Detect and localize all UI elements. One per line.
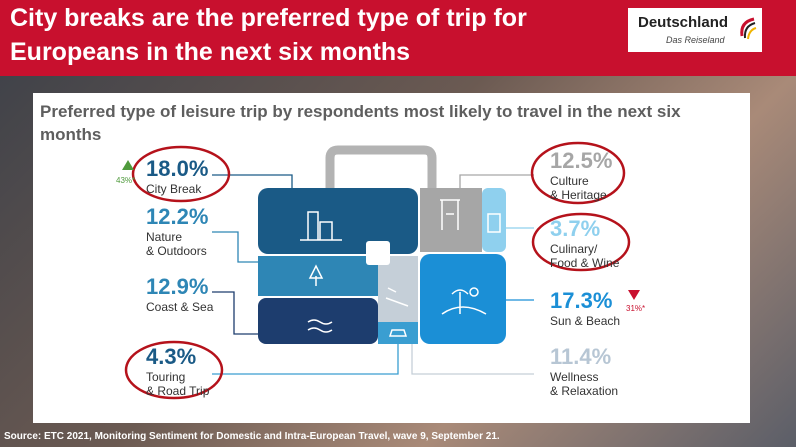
palm-island-icon [441, 289, 487, 315]
stat-culture: 12.5% Culture & Heritage [550, 148, 613, 203]
stat-value: 12.9% [146, 274, 209, 299]
tree-icon [308, 264, 324, 286]
segment-sun-beach [420, 254, 506, 344]
stat-wellness: 11.4% Wellness & Relaxation [550, 344, 619, 399]
stat-label: Wellness & Relaxation [550, 370, 619, 398]
header-bar: City breaks are the preferred type of tr… [0, 0, 796, 76]
slide-title-line-1: City breaks are the preferred type of tr… [10, 4, 527, 32]
suitcase-body [258, 188, 506, 344]
stat-value: 12.2% [146, 204, 209, 229]
connector-culture [459, 174, 534, 188]
stat-value: 3.7% [550, 216, 601, 241]
suitcase-lock [366, 241, 390, 265]
stat-label: Coast & Sea [146, 300, 214, 314]
connector-nature [212, 231, 258, 263]
lounger-icon [385, 287, 409, 307]
stat-coast-sea: 12.9% Coast & Sea [146, 274, 214, 315]
change-city-break: 43%* [116, 176, 136, 185]
segment-touring [378, 322, 418, 344]
chart-title: Preferred type of leisure trip by respon… [40, 102, 681, 144]
logo-subtitle: Das Reiseland [666, 35, 725, 45]
stat-value: 12.5% [550, 148, 613, 173]
stat-value: 18.0% [146, 156, 209, 181]
arch-monument-icon [440, 199, 460, 230]
wine-glass-icon [487, 213, 501, 233]
waves-icon [307, 319, 333, 333]
stat-sun-beach: 17.3% Sun & Beach [550, 288, 621, 329]
suitcase-handle [325, 145, 437, 190]
stat-label: Sun & Beach [550, 314, 621, 328]
highlight-ring-city-break [131, 145, 231, 203]
stat-city-break: 18.0% City Break [146, 156, 209, 197]
segment-culture [420, 188, 482, 252]
segment-city-break [258, 188, 418, 254]
stat-value: 11.4% [550, 344, 612, 369]
stat-value: 17.3% [550, 288, 613, 313]
logo-swirl-icon [740, 17, 757, 40]
connector-city-break [212, 174, 293, 188]
sun-icon [469, 287, 479, 297]
connector-wellness [411, 344, 534, 375]
segment-culinary [482, 188, 506, 252]
connector-touring [212, 344, 399, 375]
highlight-ring-touring [124, 340, 224, 400]
down-arrow-icon [628, 290, 640, 300]
stat-culinary: 3.7% Culinary/ Food & Wine [550, 216, 620, 271]
stat-value: 4.3% [146, 344, 197, 369]
stat-label: Nature & Outdoors [146, 230, 207, 258]
slide-title-line-2: Europeans in the next six months [10, 38, 411, 66]
change-sun-beach: 31%* [626, 304, 646, 313]
stat-label: Culture & Heritage [550, 174, 607, 202]
stat-touring: 4.3% Touring & Road Trip [146, 344, 210, 399]
highlight-ring-culinary [531, 212, 631, 272]
source-note: Source: ETC 2021, Monitoring Sentiment f… [4, 431, 500, 442]
connector-coast-sea [212, 291, 258, 335]
stat-label: City Break [146, 182, 202, 196]
city-buildings-icon [300, 211, 342, 241]
stat-label: Culinary/ Food & Wine [550, 242, 620, 270]
car-icon [388, 329, 408, 337]
brand-logo: Deutschland Das Reiseland [628, 8, 762, 52]
stat-label: Touring & Road Trip [146, 370, 210, 398]
stat-nature: 12.2% Nature & Outdoors [146, 204, 209, 259]
segment-wellness [378, 256, 418, 322]
up-arrow-icon [122, 160, 134, 170]
highlight-ring-culture [530, 141, 626, 205]
logo-name: Deutschland [638, 14, 729, 31]
